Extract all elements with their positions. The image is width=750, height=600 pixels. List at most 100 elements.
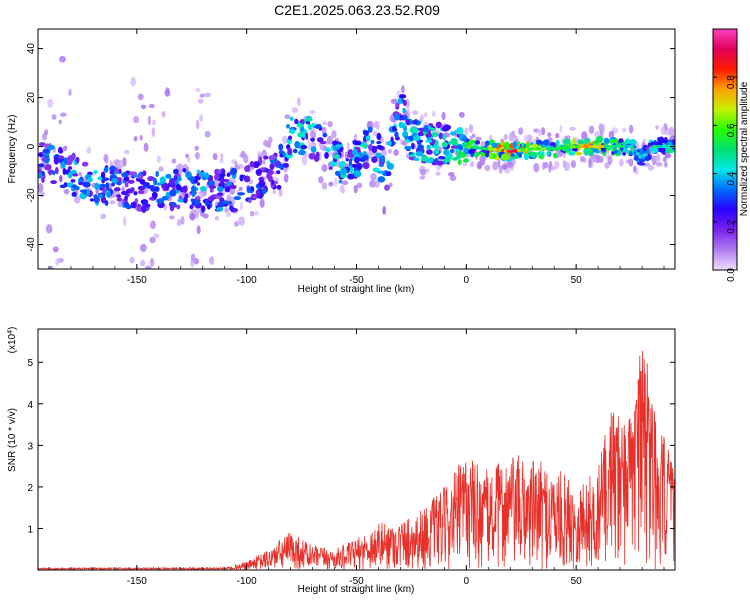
spectrogram-cell — [664, 161, 668, 168]
spectrogram-cell — [449, 175, 457, 182]
spectrogram-cell — [196, 182, 201, 186]
spectrogram-cell — [164, 89, 171, 97]
spectrogram-x-tick-label: 50 — [571, 275, 583, 286]
spectrogram-cell — [390, 98, 398, 104]
spectrogram-cell — [618, 159, 624, 167]
spectrogram-cell — [103, 153, 109, 162]
spectrogram-cell — [474, 140, 481, 145]
spectrogram-y-tick-label: -20 — [26, 188, 37, 203]
spectrogram-cell — [133, 135, 138, 142]
spectrogram-cell — [189, 213, 196, 221]
colorbar-tick-label: 0.6 — [726, 123, 737, 137]
spectrogram-cell — [668, 126, 675, 136]
spectrogram-cell — [224, 207, 229, 213]
spectrogram-cell — [267, 175, 273, 183]
spectrogram-cell — [419, 168, 427, 176]
spectrogram-cell — [72, 173, 79, 177]
spectrogram-cell — [209, 187, 214, 193]
spectrogram-cell — [48, 265, 54, 269]
spectrogram-cell — [476, 164, 482, 170]
spectrogram-cell — [161, 287, 164, 294]
spectrogram-cell — [643, 153, 648, 157]
spectrogram-cell — [307, 123, 313, 130]
spectrogram-cell — [276, 184, 282, 190]
spectrogram-cell — [420, 155, 429, 162]
spectrogram-cell — [419, 175, 426, 180]
spectrogram-cell — [118, 168, 122, 175]
spectrogram-cell — [250, 186, 255, 192]
spectrogram-cell — [199, 93, 205, 98]
spectrogram-cell — [468, 139, 477, 144]
spectrogram-cell — [173, 168, 179, 175]
spectrogram-cell — [348, 159, 352, 167]
spectrogram-cell — [401, 140, 408, 146]
spectrogram-cell — [436, 160, 444, 166]
spectrogram-cell — [190, 198, 195, 203]
spectrogram-cell — [535, 139, 543, 145]
spectrogram-cell — [159, 176, 167, 184]
spectrogram-cell — [196, 225, 201, 235]
spectrogram-cell — [62, 168, 67, 176]
spectrogram-cell — [501, 163, 508, 170]
snr-y-tick-label: 4 — [27, 400, 33, 411]
spectrogram-marks — [38, 55, 675, 294]
spectrogram-cell — [442, 133, 447, 141]
spectrogram-cell — [261, 188, 267, 195]
spectrogram-cell — [370, 173, 377, 182]
spectrogram-cell — [229, 184, 237, 190]
spectrogram-cell — [269, 162, 275, 170]
spectrogram-cell — [193, 179, 199, 184]
spectrogram-cell — [503, 133, 508, 141]
spectrogram-cell — [411, 142, 415, 150]
spectrogram-cell — [640, 156, 646, 160]
spectrogram-cell — [328, 166, 333, 170]
spectrogram-cell — [78, 181, 84, 186]
spectrogram-cell — [113, 187, 121, 192]
spectrogram-cell — [330, 160, 338, 167]
spectrogram-cell — [484, 140, 490, 147]
spectrogram-cell — [353, 184, 358, 194]
spectrogram-cell — [133, 116, 140, 124]
snr-x-tick-label: -150 — [127, 576, 147, 587]
spectrogram-cell — [155, 170, 160, 178]
spectrogram-cell — [385, 170, 392, 177]
colorbar: 0.0 0.2 0.4 0.6 0.8 Normalized spectral ampl… — [712, 28, 750, 282]
spectrogram-cell — [137, 173, 144, 180]
spectrogram-cell — [665, 149, 672, 154]
spectrogram-cell — [176, 204, 181, 210]
spectrogram-cell — [50, 180, 57, 185]
spectrogram-x-tick-label: -150 — [127, 275, 147, 286]
spectrogram-cell — [497, 157, 501, 168]
spectrogram-cell — [435, 171, 441, 176]
spectrogram-cell — [577, 139, 585, 145]
spectrogram-cell — [403, 125, 408, 132]
spectrogram-cell — [196, 119, 200, 130]
spectrogram-cell — [130, 76, 136, 87]
spectrogram-cell — [208, 185, 217, 189]
spectrogram-cell — [555, 132, 560, 139]
spectrogram-cell — [353, 133, 358, 142]
spectrogram-cell — [518, 152, 522, 158]
spectrogram-cell — [115, 194, 122, 198]
spectrogram-cell — [405, 119, 411, 126]
spectrogram-cell — [326, 135, 333, 145]
spectrogram-cell — [310, 146, 317, 153]
spectrogram-cell — [449, 148, 455, 154]
spectrogram-cell — [161, 110, 166, 118]
spectrogram-cell — [47, 144, 55, 150]
spectrogram-cell — [59, 184, 67, 189]
spectrogram-cell — [221, 170, 225, 177]
spectrogram-cell — [137, 185, 146, 191]
spectrogram-cell — [351, 163, 357, 168]
spectrogram-cell — [127, 179, 135, 184]
spectrogram-cell — [607, 155, 613, 165]
spectrogram-cell — [543, 161, 549, 169]
spectrogram-cell — [411, 110, 419, 116]
spectrogram-cell — [469, 135, 473, 141]
spectrogram-cell — [402, 107, 406, 114]
spectrogram-cell — [457, 159, 462, 166]
snr-series-line — [38, 350, 675, 570]
spectrogram-cell — [352, 149, 359, 156]
spectrogram-cell — [603, 137, 610, 144]
spectrogram-cell — [298, 149, 306, 156]
